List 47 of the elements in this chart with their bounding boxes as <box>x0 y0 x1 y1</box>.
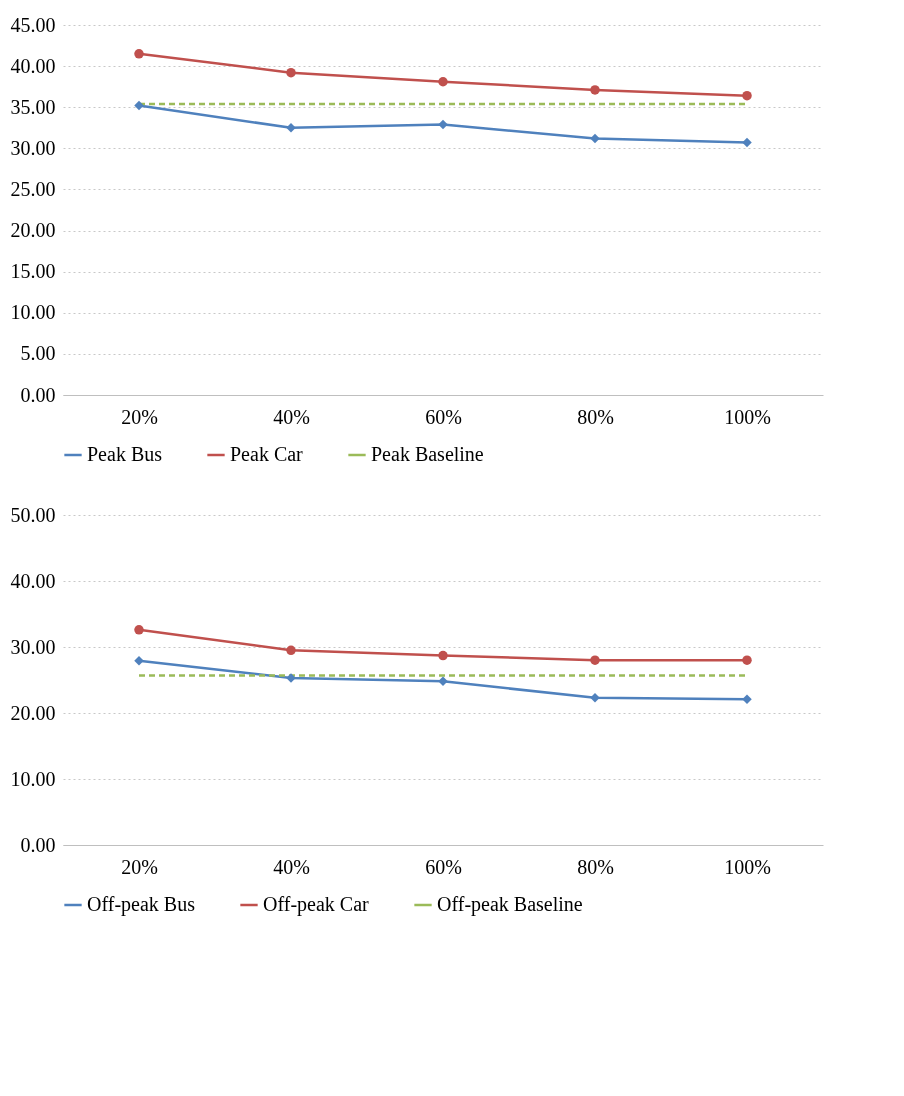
x-tick-label: 20% <box>121 855 158 878</box>
point <box>438 676 448 687</box>
y-tick-label: 40.00 <box>10 569 56 592</box>
y-tick-label: 20.00 <box>10 701 56 724</box>
y-tick-label: 35.00 <box>10 95 56 118</box>
legend-label: Off-peak Bus <box>87 893 196 916</box>
y-tick-label: 15.00 <box>10 260 56 283</box>
x-tick-label: 80% <box>577 855 614 878</box>
point <box>742 137 752 148</box>
point <box>438 650 448 661</box>
x-tick-label: 60% <box>425 855 462 878</box>
x-tick-label: 40% <box>273 405 310 428</box>
y-tick-label: 10.00 <box>10 301 56 324</box>
y-tick-label: 0.00 <box>20 833 56 856</box>
x-tick-label: 100% <box>724 405 771 428</box>
point <box>286 67 296 78</box>
legend-label: Peak Car <box>230 443 304 465</box>
y-tick-label: 20.00 <box>10 219 56 242</box>
legend-label: Peak Baseline <box>371 443 484 465</box>
point <box>590 655 600 665</box>
y-tick-label: 45.00 <box>10 13 56 36</box>
x-tick-label: 100% <box>724 855 771 878</box>
x-tick-label: 40% <box>273 855 310 878</box>
point <box>438 119 448 130</box>
y-tick-label: 5.00 <box>20 342 56 365</box>
point <box>286 645 296 656</box>
point <box>134 100 144 111</box>
y-tick-label: 30.00 <box>10 635 56 658</box>
point <box>742 90 752 101</box>
legend-label: Off-peak Baseline <box>437 893 583 916</box>
y-tick-label: 50.00 <box>10 503 56 526</box>
y-tick-label: 10.00 <box>10 767 56 790</box>
legend-label: Off-peak Car <box>263 893 370 916</box>
x-tick-label: 60% <box>425 405 462 428</box>
point <box>742 655 752 665</box>
y-tick-label: 0.00 <box>20 383 56 406</box>
x-tick-label: 80% <box>577 405 614 428</box>
point <box>438 77 448 87</box>
y-tick-label: 40.00 <box>10 54 56 77</box>
point <box>590 133 600 144</box>
y-tick-label: 30.00 <box>10 136 56 159</box>
y-tick-label: 25.00 <box>10 177 56 200</box>
x-tick-label: 20% <box>121 405 158 428</box>
point <box>134 49 144 59</box>
point <box>590 85 600 95</box>
legend-label: Peak Bus <box>87 443 163 465</box>
point <box>134 625 144 635</box>
